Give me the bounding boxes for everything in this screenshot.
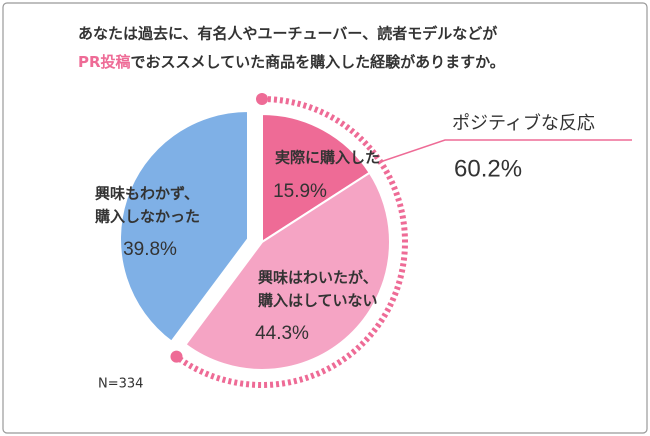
slice-label: 興味もわかず、 xyxy=(95,185,199,203)
title-highlight: PR投稿 xyxy=(78,53,131,71)
value-label: 44.3% xyxy=(255,323,309,344)
pie-slice xyxy=(261,112,372,244)
highlight-arc xyxy=(174,96,408,388)
arc-end xyxy=(256,93,268,105)
chart-title: PR投稿でおススメしていた商品を購入した経験がありますか。 xyxy=(78,53,505,71)
arc-end xyxy=(170,350,183,363)
pie-slice xyxy=(184,171,391,371)
slice-label: 興味はわいたが、 xyxy=(258,269,378,287)
annotation-value: 60.2% xyxy=(454,155,522,182)
sample-size: N=334 xyxy=(98,377,143,392)
slice-label: 購入はしていない xyxy=(257,292,378,310)
slice-label: 購入しなかった xyxy=(94,208,200,226)
chart-title: あなたは過去に、有名人やユーチューバー、読者モデルなどが xyxy=(78,25,498,43)
pie-slice xyxy=(119,109,249,344)
value-label: 15.9% xyxy=(273,181,327,202)
slice-label: 実際に購入した xyxy=(275,149,380,167)
annotation-label: ポジティブな反応 xyxy=(452,112,595,134)
annotation-line xyxy=(379,139,632,163)
title-rest: でおススメしていた商品を購入した経験がありますか。 xyxy=(131,53,505,71)
value-label: 39.8% xyxy=(123,239,177,260)
